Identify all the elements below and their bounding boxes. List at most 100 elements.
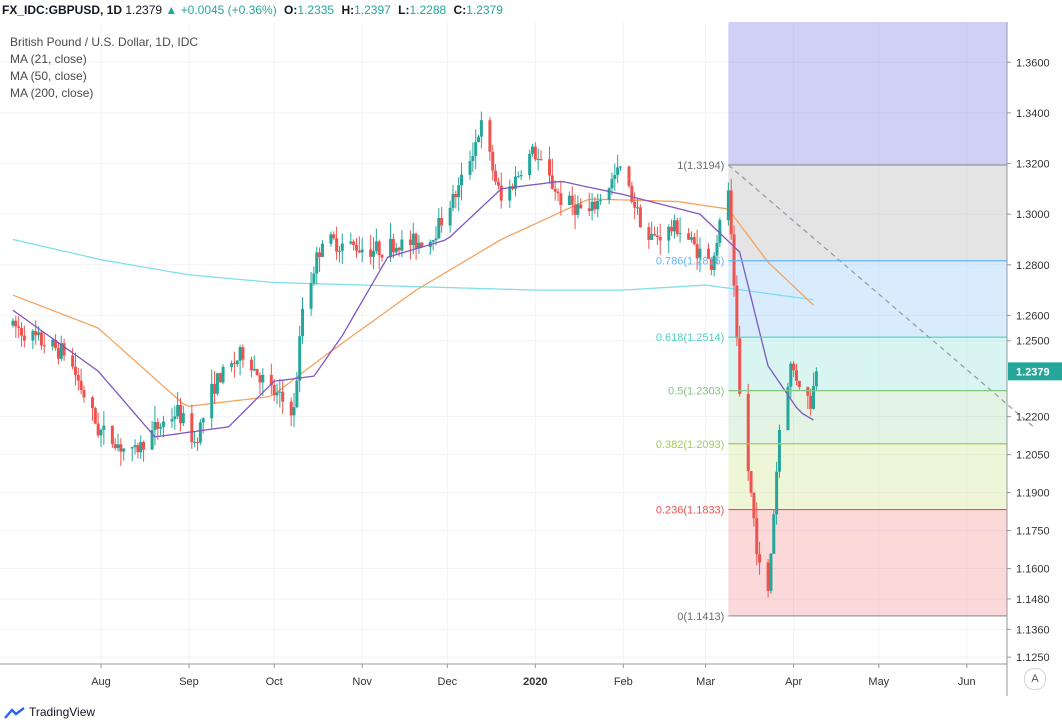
candle-body[interactable]: [610, 178, 614, 189]
candle-body[interactable]: [110, 425, 114, 445]
candle-body[interactable]: [494, 170, 498, 182]
candle-body[interactable]: [34, 330, 38, 336]
candle-body[interactable]: [139, 441, 143, 453]
candle-body[interactable]: [769, 553, 773, 591]
candle-body[interactable]: [201, 418, 205, 423]
candle-body[interactable]: [477, 136, 481, 143]
candle-body[interactable]: [369, 249, 373, 257]
candle-body[interactable]: [397, 247, 401, 251]
candle-body[interactable]: [181, 413, 185, 424]
candle-body[interactable]: [22, 335, 26, 341]
candle-body[interactable]: [196, 441, 200, 443]
ma50-line[interactable]: [12, 198, 814, 407]
fib-trend-line[interactable]: [727, 164, 1036, 429]
candle-body[interactable]: [411, 233, 415, 246]
candle-body[interactable]: [178, 404, 182, 424]
candle-body[interactable]: [14, 320, 18, 327]
candle-body[interactable]: [142, 441, 146, 450]
candle-body[interactable]: [391, 238, 395, 253]
legend-ma50[interactable]: MA (50, close): [10, 69, 87, 83]
candle-body[interactable]: [434, 238, 438, 241]
candle-body[interactable]: [587, 208, 591, 212]
candle-body[interactable]: [706, 248, 710, 260]
candle-body[interactable]: [460, 174, 464, 186]
candle-body[interactable]: [82, 390, 86, 398]
candle-body[interactable]: [548, 159, 552, 176]
candle-body[interactable]: [153, 421, 157, 431]
candle-body[interactable]: [312, 273, 316, 284]
candle-body[interactable]: [309, 283, 313, 309]
legend-ma200[interactable]: MA (200, close): [10, 86, 94, 100]
candle-body[interactable]: [190, 413, 194, 443]
candle-body[interactable]: [198, 422, 202, 443]
candle-body[interactable]: [647, 227, 651, 240]
candle-body[interactable]: [530, 146, 534, 154]
candle-body[interactable]: [618, 166, 622, 168]
candle-body[interactable]: [576, 204, 580, 215]
candle-body[interactable]: [687, 233, 691, 240]
candle-body[interactable]: [59, 343, 63, 359]
candle-body[interactable]: [218, 373, 222, 383]
candle-body[interactable]: [252, 368, 256, 371]
candle-body[interactable]: [556, 191, 560, 194]
candle-body[interactable]: [533, 146, 537, 160]
candle-body[interactable]: [689, 237, 693, 240]
candle-body[interactable]: [536, 159, 540, 161]
candle-body[interactable]: [272, 384, 276, 396]
candle-body[interactable]: [278, 391, 282, 393]
candle-body[interactable]: [136, 445, 140, 453]
candle-body[interactable]: [372, 251, 376, 257]
candle-body[interactable]: [806, 386, 810, 396]
candle-body[interactable]: [232, 363, 236, 365]
candle-body[interactable]: [715, 242, 719, 256]
candle-body[interactable]: [122, 448, 126, 452]
candle-body[interactable]: [496, 181, 500, 186]
candle-body[interactable]: [320, 243, 324, 258]
candle-body[interactable]: [474, 142, 478, 157]
candle-body[interactable]: [62, 343, 66, 356]
candle-body[interactable]: [488, 120, 492, 152]
auto-scale-button[interactable]: A: [1024, 668, 1046, 690]
ma21-line[interactable]: [12, 180, 814, 438]
candle-body[interactable]: [193, 441, 197, 443]
candle-body[interactable]: [295, 380, 299, 408]
candle-body[interactable]: [437, 217, 441, 239]
candle-body[interactable]: [758, 554, 762, 563]
candle-body[interactable]: [789, 363, 793, 387]
candle-body[interactable]: [400, 239, 404, 251]
candle-body[interactable]: [389, 238, 393, 258]
candle-body[interactable]: [215, 373, 219, 394]
candle-body[interactable]: [281, 391, 285, 402]
candle-body[interactable]: [794, 370, 798, 381]
candle-body[interactable]: [559, 193, 563, 206]
candle-body[interactable]: [374, 241, 378, 252]
candle-body[interactable]: [692, 237, 696, 245]
candle-body[interactable]: [377, 241, 381, 256]
candle-body[interactable]: [670, 226, 674, 232]
candle-body[interactable]: [766, 562, 770, 591]
candle-body[interactable]: [269, 374, 273, 385]
candle-body[interactable]: [337, 250, 341, 252]
candle-body[interactable]: [230, 363, 234, 367]
candle-body[interactable]: [54, 339, 58, 349]
candle-body[interactable]: [451, 193, 455, 208]
candle-body[interactable]: [777, 430, 781, 472]
candle-body[interactable]: [508, 186, 512, 201]
candle-body[interactable]: [380, 255, 384, 258]
candle-body[interactable]: [638, 207, 642, 228]
candle-body[interactable]: [275, 392, 279, 396]
candle-body[interactable]: [749, 471, 753, 493]
candle-body[interactable]: [672, 220, 676, 232]
candle-body[interactable]: [516, 176, 520, 178]
candle-body[interactable]: [51, 339, 55, 347]
candle-body[interactable]: [755, 518, 759, 555]
candle-body[interactable]: [513, 176, 517, 189]
candle-body[interactable]: [590, 201, 594, 212]
candle-body[interactable]: [732, 234, 736, 286]
candle-body[interactable]: [567, 195, 571, 206]
candle-body[interactable]: [249, 359, 253, 371]
candle-body[interactable]: [71, 355, 75, 367]
candle-body[interactable]: [176, 404, 180, 417]
candle-body[interactable]: [712, 255, 716, 270]
candle-body[interactable]: [607, 188, 611, 200]
